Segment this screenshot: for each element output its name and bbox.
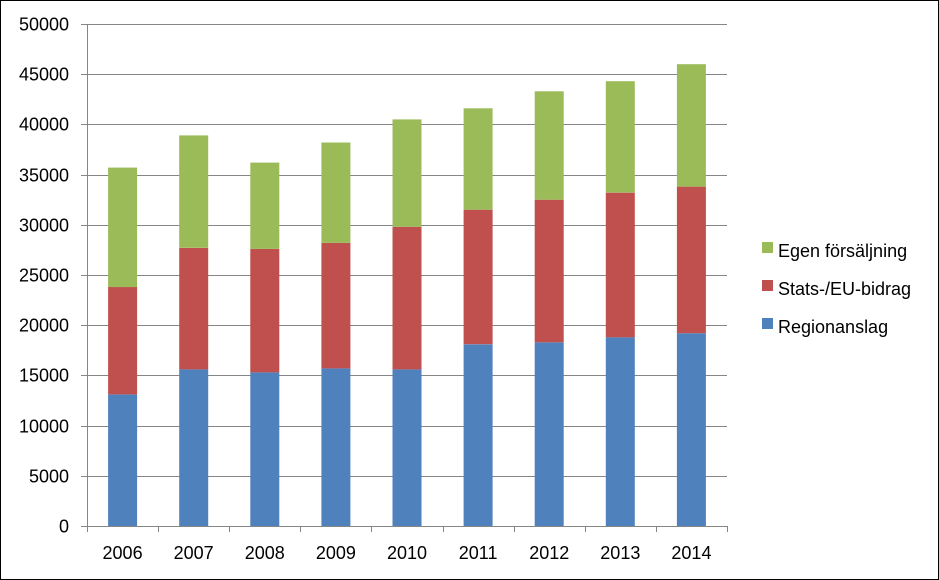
x-tick-label: 2006: [103, 543, 143, 563]
bar-segment: [605, 337, 635, 526]
bar-segment: [392, 369, 422, 526]
bar-segment: [321, 142, 351, 243]
x-tick-label: 2014: [671, 543, 711, 563]
legend-swatch: [762, 280, 773, 291]
y-tick-label: 20000: [19, 316, 69, 336]
bar-segment: [463, 209, 493, 345]
x-tick-label: 2012: [529, 543, 569, 563]
bar-segment: [463, 344, 493, 526]
bars: [108, 64, 706, 526]
bar-segment: [605, 192, 635, 338]
x-tick-label: 2007: [174, 543, 214, 563]
y-tick-label: 15000: [19, 366, 69, 386]
y-tick-labels: 0 5000 10000 15000 20000 25000 30000 35000 40000…: [19, 15, 69, 537]
bar-segment: [179, 369, 209, 526]
x-tick-labels: 2006 2007 2008 2009 2010 2011 2012 2013 2014: [103, 543, 712, 563]
x-tick-label: 2013: [600, 543, 640, 563]
legend: Egen försäljning Stats-/EU-bidrag Regionan…: [762, 241, 911, 337]
legend-swatch: [762, 242, 773, 253]
x-tick-label: 2008: [245, 543, 285, 563]
bar-segment: [108, 287, 138, 395]
bar-segment: [534, 199, 564, 343]
y-tick-label: 30000: [19, 216, 69, 236]
y-tick-label: 35000: [19, 166, 69, 186]
y-tick-label: 45000: [19, 65, 69, 85]
x-tick-label: 2010: [387, 543, 427, 563]
legend-label: Egen försäljning: [778, 241, 907, 261]
y-tick-label: 50000: [19, 15, 69, 35]
bar-segment: [534, 91, 564, 200]
legend-label: Regionanslag: [778, 317, 888, 337]
bar-segment: [179, 247, 209, 370]
bar-segment: [605, 81, 635, 193]
bar-segment: [676, 64, 706, 187]
bar-segment: [321, 368, 351, 526]
legend-swatch: [762, 318, 773, 329]
bar-segment: [250, 248, 280, 373]
axes: [81, 24, 728, 532]
y-tick-label: 10000: [19, 417, 69, 437]
y-tick-label: 0: [59, 517, 69, 537]
bar-segment: [179, 135, 209, 248]
bar-segment: [108, 394, 138, 526]
bar-segment: [108, 167, 138, 288]
bar-segment: [250, 162, 280, 249]
bar-segment: [321, 242, 351, 369]
legend-label: Stats-/EU-bidrag: [778, 279, 911, 299]
y-tick-label: 40000: [19, 115, 69, 135]
x-tick-label: 2011: [459, 543, 498, 563]
bar-segment: [676, 186, 706, 334]
bar-segment: [392, 119, 422, 227]
y-tick-label: 25000: [19, 266, 69, 286]
x-tick-label: 2009: [316, 543, 356, 563]
bar-segment: [676, 333, 706, 526]
bar-segment: [392, 226, 422, 370]
bar-segment: [463, 108, 493, 210]
bar-segment: [250, 372, 280, 526]
y-tick-label: 5000: [29, 467, 69, 487]
bar-segment: [534, 342, 564, 526]
